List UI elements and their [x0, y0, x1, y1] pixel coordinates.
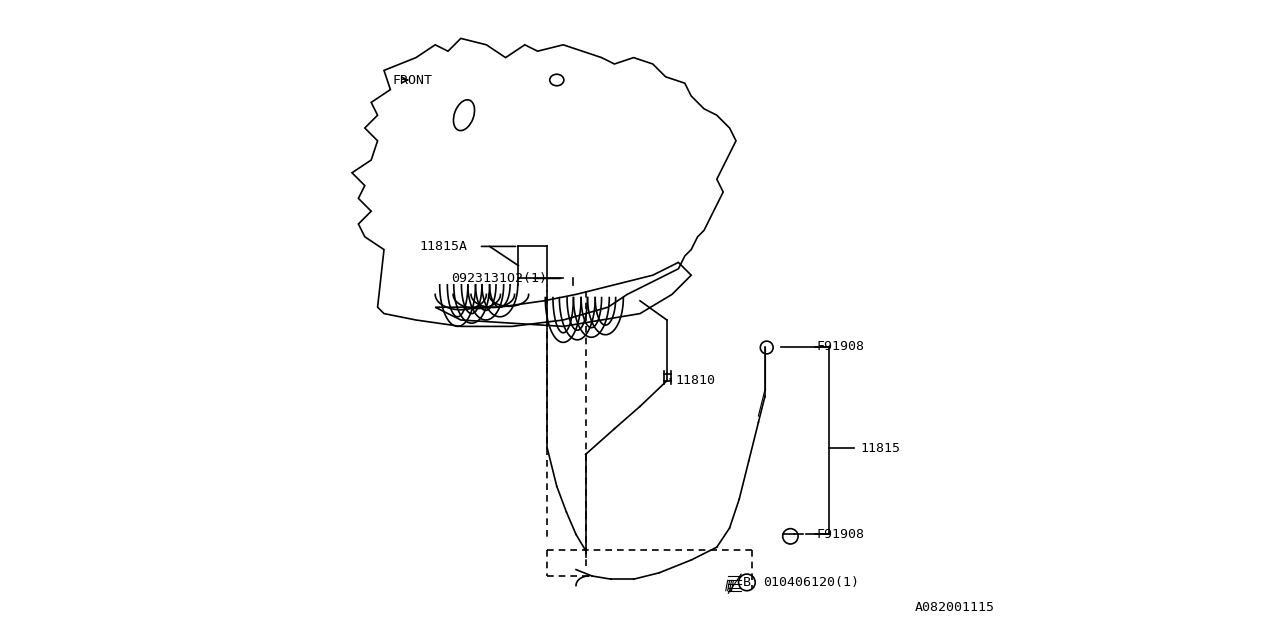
Text: 010406120(1): 010406120(1): [763, 576, 860, 589]
Text: A082001115: A082001115: [915, 602, 996, 614]
Text: 0923131O2(1): 0923131O2(1): [452, 272, 548, 285]
Text: B: B: [742, 576, 751, 589]
Text: 11810: 11810: [676, 374, 716, 387]
Text: 11815A: 11815A: [420, 240, 467, 253]
Text: F91908: F91908: [817, 340, 864, 353]
Text: 11815: 11815: [860, 442, 901, 454]
Text: F91908: F91908: [817, 528, 864, 541]
Text: FRONT: FRONT: [392, 74, 433, 86]
